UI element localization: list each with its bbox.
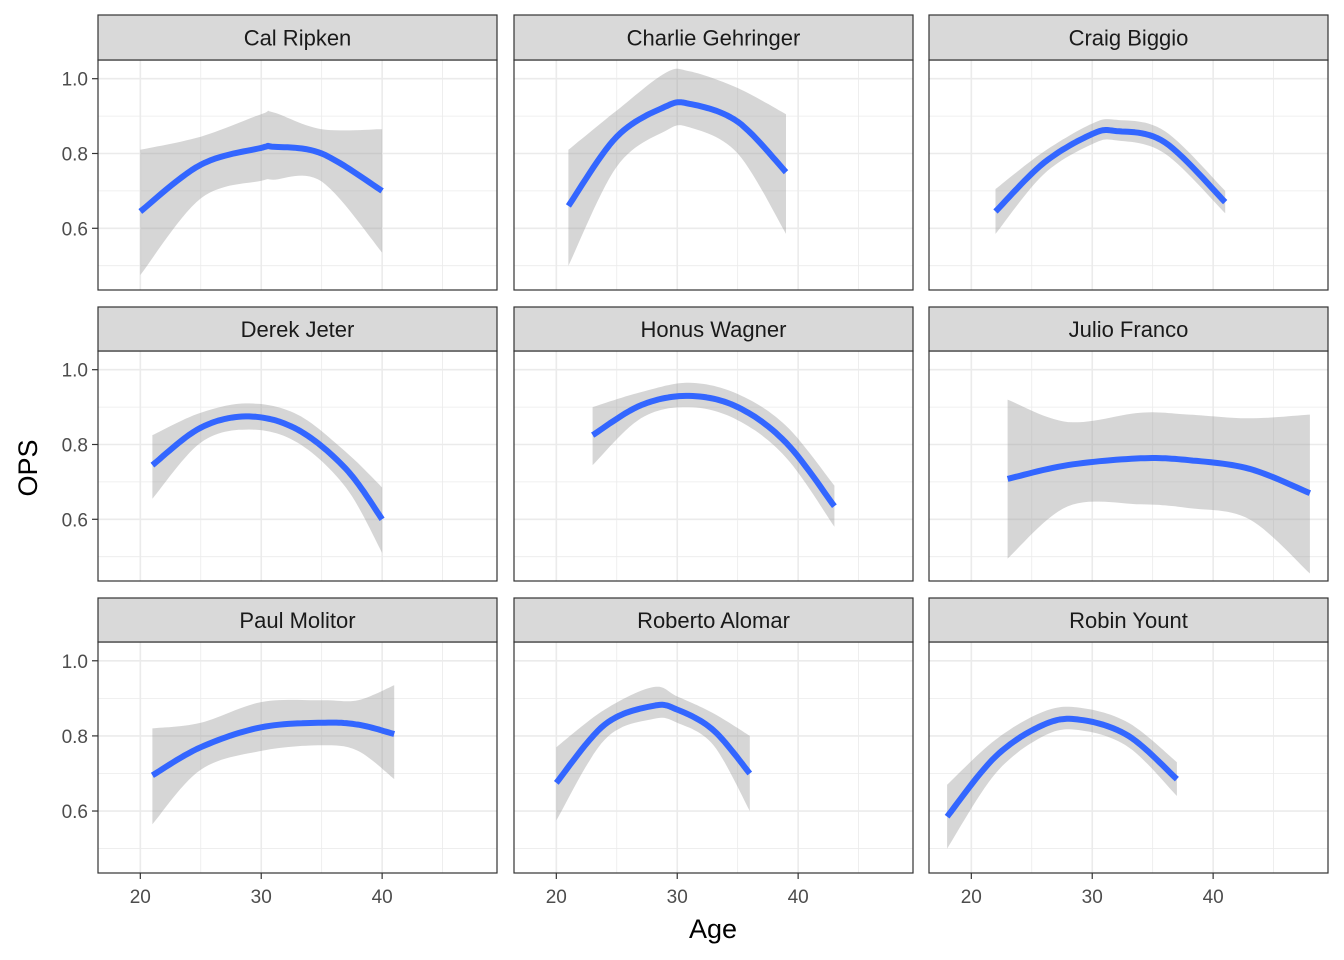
y-tick-label: 1.0 [62, 652, 88, 673]
panel-background [929, 60, 1328, 290]
facet-label: Honus Wagner [641, 317, 787, 342]
x-tick-label: 30 [251, 887, 272, 908]
x-tick-label: 30 [667, 887, 688, 908]
facet-strip [928, 14, 1329, 61]
series-line [565, 99, 789, 208]
panel-background [98, 351, 497, 581]
panel-background [98, 60, 497, 290]
facet-label: Julio Franco [1069, 317, 1189, 342]
facet-strip [513, 306, 914, 352]
y-tick-label: 0.6 [62, 802, 88, 823]
confidence-band [152, 403, 383, 553]
y-tick-label: 0.8 [62, 435, 88, 456]
facet-label: Cal Ripken [244, 26, 352, 51]
x-axis-title: Age [689, 914, 737, 944]
facet-label: Paul Molitor [239, 608, 355, 633]
x-tick-label: 40 [788, 887, 809, 908]
x-tick-label: 20 [130, 887, 151, 908]
facet-panel: Honus Wagner [513, 306, 914, 582]
facet-label: Robin Yount [1069, 608, 1188, 633]
x-tick-label: 40 [1203, 887, 1224, 908]
facet-strip [928, 597, 1329, 643]
x-tick-label: 20 [961, 887, 982, 908]
facet-strip [513, 597, 914, 643]
facet-label: Craig Biggio [1069, 26, 1189, 51]
series-line [944, 715, 1179, 819]
facet-strip [513, 14, 914, 61]
confidence-band [592, 382, 835, 527]
panel-background [514, 642, 913, 873]
series-line [993, 127, 1228, 214]
y-tick-label: 1.0 [62, 70, 88, 91]
x-tick-label: 40 [372, 887, 393, 908]
x-tick-label: 30 [1082, 887, 1103, 908]
panel-background [929, 351, 1328, 581]
facet-strip [97, 597, 498, 643]
facet-panel: Craig Biggio [928, 14, 1329, 291]
y-axis-title: OPS [13, 439, 43, 496]
facet-panel: Cal Ripken 0.6 0.8 1.0 [62, 14, 498, 291]
facet-panel: Derek Jeter 0.6 0.8 1.0 [62, 306, 498, 582]
facet-panel: Roberto Alomar 20 30 40 [513, 597, 914, 908]
panel-background [98, 642, 497, 873]
panel-background [514, 351, 913, 581]
facet-label: Charlie Gehringer [627, 26, 801, 51]
facet-panel: Julio Franco [928, 306, 1329, 582]
facet-label: Derek Jeter [241, 317, 355, 342]
confidence-band [947, 706, 1177, 849]
y-tick-label: 0.8 [62, 727, 88, 748]
series-line [1006, 455, 1312, 496]
y-tick-label: 0.6 [62, 510, 88, 531]
y-tick-label: 0.6 [62, 219, 88, 240]
x-tick-label: 20 [546, 887, 567, 908]
series-line [150, 413, 385, 521]
series-line [591, 392, 837, 509]
facet-label: Roberto Alomar [637, 608, 790, 633]
facet-panel: Paul Molitor 0.6 0.8 1.0 20 30 40 [62, 597, 498, 908]
series-line [138, 142, 384, 214]
panel-background [514, 60, 913, 290]
facet-panel: Charlie Gehringer [513, 14, 914, 291]
facet-strip [928, 306, 1329, 352]
confidence-band [1007, 399, 1310, 574]
facet-strip [97, 306, 498, 352]
series-line [553, 701, 753, 785]
y-tick-label: 1.0 [62, 361, 88, 382]
facet-strip [97, 14, 498, 61]
y-tick-label: 0.8 [62, 144, 88, 165]
facet-panel: Robin Yount 20 30 40 [928, 597, 1329, 908]
series-line [150, 719, 396, 778]
